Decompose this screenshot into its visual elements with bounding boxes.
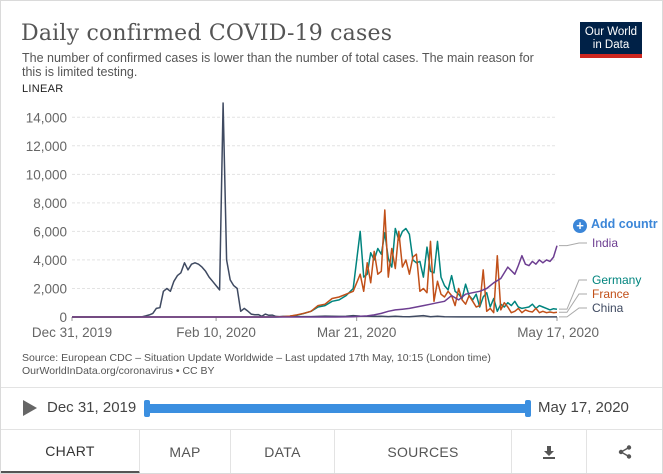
y-tick-label: 2,000 [33,281,67,296]
source-line: Source: European CDC – Situation Update … [22,352,491,364]
chart-title: Daily confirmed COVID-19 cases [21,21,393,46]
timeline-slider-track[interactable] [147,404,529,413]
legend-connector-france [559,293,587,313]
tab-chart[interactable]: CHART [1,430,140,473]
y-tick-label: 12,000 [26,139,67,154]
y-tick-label: 8,000 [33,196,67,211]
tab-data[interactable]: DATA [231,430,335,473]
legend-connector-india [559,242,587,247]
plus-icon: + [573,219,587,233]
timeline-start-handle[interactable] [144,400,150,417]
y-tick-label: 0 [59,310,67,325]
share-button[interactable] [587,430,662,473]
tab-bar: CHART MAP DATA SOURCES [1,429,662,473]
source-note: Source: European CDC – Situation Update … [22,352,491,378]
owid-logo[interactable]: Our World in Data [580,22,642,58]
source-url-line: OurWorldInData.org/coronavirus • CC BY [22,365,215,377]
x-tick-label: Dec 31, 2019 [32,325,112,340]
logo-line-1: Our World [584,26,638,38]
series-line-france [72,209,558,318]
download-button[interactable] [512,430,587,473]
play-icon[interactable] [23,400,37,416]
tab-sources[interactable]: SOURCES [335,430,512,473]
x-tick-label: Feb 10, 2020 [176,325,256,340]
series-line-india [72,245,558,318]
line-chart: 0 2,000 4,000 6,000 8,000 10,000 12,000 14,000 D… [26,102,641,340]
share-icon [618,445,631,459]
series-line-germany [72,227,558,318]
timeline-end-date: May 17, 2020 [538,399,629,416]
legend-label-china: China [592,301,624,315]
y-tick-label: 14,000 [26,110,67,125]
legend-label-france: France [592,287,630,301]
legend-label-india: India [592,236,618,250]
x-tick-label: May 17, 2020 [517,325,599,340]
tab-map[interactable]: MAP [140,430,231,473]
timeline-bar: Dec 31, 2019 May 17, 2020 [1,387,662,430]
x-tick-label: Mar 21, 2020 [317,325,397,340]
legend-connector-china [559,307,587,318]
chart-subtitle: The number of confirmed cases is lower t… [22,51,534,79]
y-tick-label: 6,000 [33,224,67,239]
download-icon [543,446,555,459]
add-country-button[interactable]: + Add countr [573,217,658,233]
y-tick-label: 10,000 [26,167,67,182]
legend-label-germany: Germany [592,273,641,287]
add-country-label: Add countr [591,217,658,231]
timeline-start-date: Dec 31, 2019 [47,399,137,416]
logo-line-2: in Data [592,39,630,51]
timeline-end-handle[interactable] [525,400,531,417]
scale-toggle[interactable]: LINEAR [22,83,64,95]
y-tick-label: 4,000 [33,253,67,268]
legend-connector-germany [559,279,587,310]
